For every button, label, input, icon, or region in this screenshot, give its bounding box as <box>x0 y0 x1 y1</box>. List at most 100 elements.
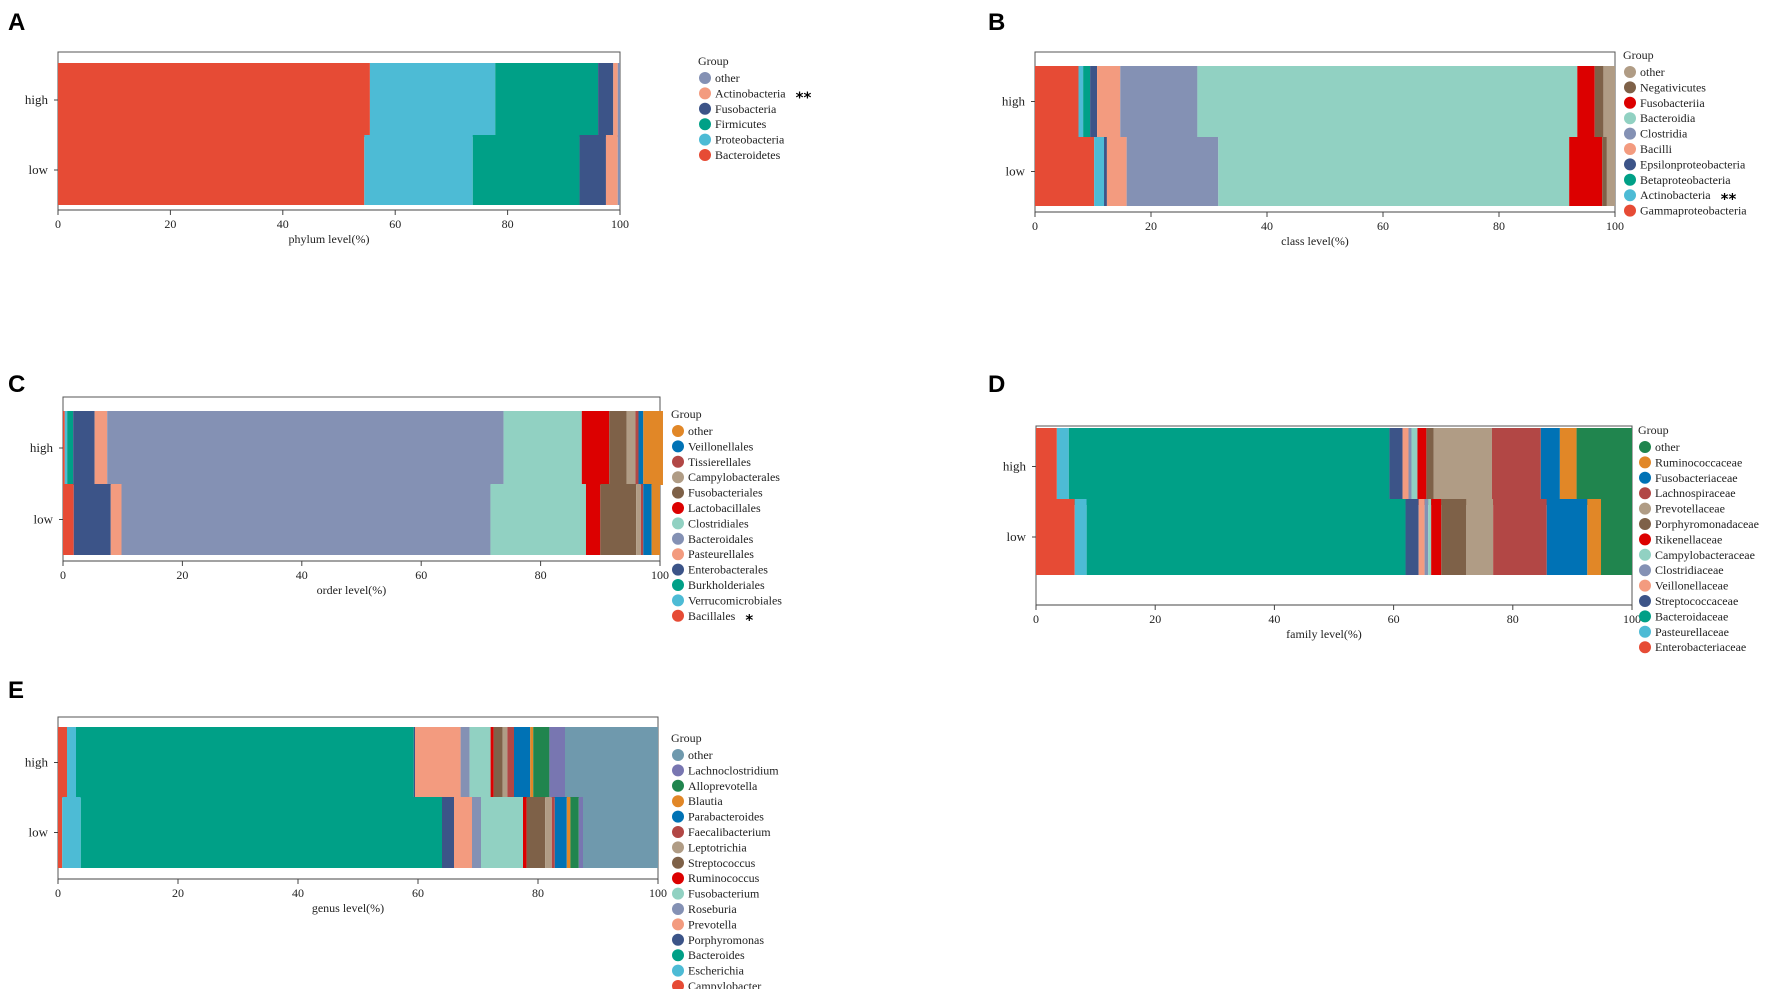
bar-segment-low-bacteroidaceae <box>1086 499 1406 575</box>
legend-swatch-pasteurellales <box>672 548 684 561</box>
bar-segment-low-streptococcaceae <box>1405 499 1419 575</box>
x-tick-label: 80 <box>535 568 547 582</box>
bar-segment-high-streptococcus <box>493 727 503 798</box>
legend-label-prevotella: Prevotella <box>688 917 737 931</box>
legend-swatch-fusobacteriales <box>672 486 684 499</box>
bar-segment-high-escherichia <box>67 727 76 798</box>
bar-segment-high-fusobacteriaceae <box>1540 428 1560 505</box>
x-axis-label: genus level(%) <box>312 901 384 915</box>
legend-swatch-pasteurellaceae <box>1639 625 1651 638</box>
x-tick-label: 100 <box>649 886 667 900</box>
bar-segment-high-rikenellaceae <box>1417 428 1427 505</box>
x-tick-label: 100 <box>1606 219 1624 233</box>
x-tick-label: 20 <box>1145 219 1157 233</box>
legend-label-lachnoclostridium: Lachnoclostridium <box>688 763 779 777</box>
bar-segment-high-verrucomicrobiales <box>64 411 68 485</box>
legend-label-other: other <box>715 71 740 85</box>
bar-segment-low-firmicutes <box>472 135 580 205</box>
bar-segment-high-lactobacillales <box>581 411 610 485</box>
x-tick-label: 40 <box>292 886 304 900</box>
bar-segment-low-campylobacteraceae <box>1428 499 1432 575</box>
significance-mark: ** <box>796 88 812 106</box>
y-tick-label-high: high <box>25 755 49 770</box>
bar-segment-high-other <box>1576 428 1632 505</box>
legend-swatch-ruminococcaceae <box>1639 456 1651 469</box>
bar-segment-low-other <box>617 135 620 205</box>
legend-swatch-bacteroidaceae <box>1639 610 1651 623</box>
legend-title: Group <box>698 54 729 68</box>
bar-segment-low-ruminococcus <box>523 797 527 868</box>
legend-label-campylobacterales: Campylobacterales <box>688 470 780 484</box>
legend-label-bacilli: Bacilli <box>1640 142 1673 156</box>
legend-label-veillonellaceae: Veillonellaceae <box>1655 579 1728 593</box>
bar-segment-low-prevotella <box>454 797 472 868</box>
legend-swatch-fusobacteriia <box>1624 96 1636 109</box>
legend-swatch-escherichia <box>672 964 684 977</box>
bar-segment-low-bacilli <box>1106 137 1127 206</box>
legend-swatch-fusobacteriaceae <box>1639 471 1651 484</box>
bar-segment-high-actinobacteria <box>1078 66 1084 137</box>
y-tick-label-low: low <box>29 162 49 177</box>
legend-label-actinobacteria: Actinobacteria <box>715 86 786 100</box>
legend-swatch-roseburia <box>672 903 684 915</box>
bar-segment-low-bacteroidia <box>1218 137 1570 206</box>
legend-swatch-other <box>1639 441 1651 453</box>
x-tick-label: 20 <box>1149 612 1161 626</box>
x-tick-label: 20 <box>172 886 184 900</box>
legend-swatch-alloprevotella <box>672 779 684 792</box>
bar-segment-low-epsilonproteobacteria <box>1104 137 1107 206</box>
legend-label-rikenellaceae: Rikenellaceae <box>1655 532 1722 546</box>
legend-label-faecalibacterium: Faecalibacterium <box>688 825 771 839</box>
bar-segment-high-lachnospiraceae <box>1491 428 1541 505</box>
bar-segment-high-pasteurellaceae <box>1056 428 1069 505</box>
legend-label-other: other <box>1640 65 1665 79</box>
legend-swatch-burkholderiales <box>672 579 684 591</box>
bar-segment-high-ruminococcaceae <box>1559 428 1577 505</box>
x-axis-label: family level(%) <box>1286 627 1362 641</box>
y-tick-label-low: low <box>1006 164 1026 179</box>
legend-swatch-lactobacillales <box>672 502 684 514</box>
legend-label-campylobacteraceae: Campylobacteraceae <box>1655 548 1755 562</box>
legend-label-ruminococcaceae: Ruminococcaceae <box>1655 455 1742 469</box>
bar-segment-high-other <box>1603 66 1615 137</box>
legend-label-leptotrichia: Leptotrichia <box>688 840 747 854</box>
legend-swatch-enterobacterales <box>672 563 684 576</box>
x-tick-label: 0 <box>60 568 66 582</box>
bar-segment-high-actinobacteria <box>613 63 618 137</box>
bar-segment-low-fusobacterium <box>481 797 523 868</box>
legend-swatch-tissierellales <box>672 455 684 468</box>
x-tick-label: 40 <box>296 568 308 582</box>
legend-swatch-epsilonproteobacteria <box>1624 158 1636 171</box>
legend-swatch-bacteroidetes <box>699 149 711 161</box>
bar-segment-low-fusobacteria <box>579 135 606 205</box>
legend-label-other: other <box>688 424 713 438</box>
bar-segment-low-proteobacteria <box>364 135 473 205</box>
bar-segment-high-proteobacteria <box>369 63 496 137</box>
legend-swatch-porphyromonadaceae <box>1639 518 1651 530</box>
bar-segment-low-negativicutes <box>1602 137 1607 206</box>
bar-segment-high-bacteroidia <box>1197 66 1578 137</box>
x-tick-label: 40 <box>1261 219 1273 233</box>
bar-segment-high-fusobacteria <box>598 63 614 137</box>
legend-swatch-veillonellales <box>672 440 684 453</box>
bar-segment-high-other <box>617 63 620 137</box>
x-tick-label: 80 <box>1507 612 1519 626</box>
x-tick-label: 40 <box>1268 612 1280 626</box>
legend-label-verrucomicrobiales: Verrucomicrobiales <box>688 593 782 607</box>
legend-label-lachnospiraceae: Lachnospiraceae <box>1655 486 1736 500</box>
x-tick-label: 100 <box>611 217 629 231</box>
x-tick-label: 80 <box>532 886 544 900</box>
legend-swatch-campylobacterales <box>672 471 684 484</box>
bar-segment-high-prevotellaceae <box>1433 428 1492 505</box>
bar-segment-low-alloprevotella <box>570 797 579 868</box>
legend-swatch-streptococcaceae <box>1639 595 1651 607</box>
legend-swatch-veillonellaceae <box>1639 579 1651 592</box>
bar-segment-high-negativicutes <box>1594 66 1604 137</box>
bar-segment-low-other <box>1606 137 1615 206</box>
legend-swatch-blautia <box>672 795 684 808</box>
panel-letter: D <box>988 371 1005 398</box>
bar-segment-low-blautia <box>566 797 571 868</box>
